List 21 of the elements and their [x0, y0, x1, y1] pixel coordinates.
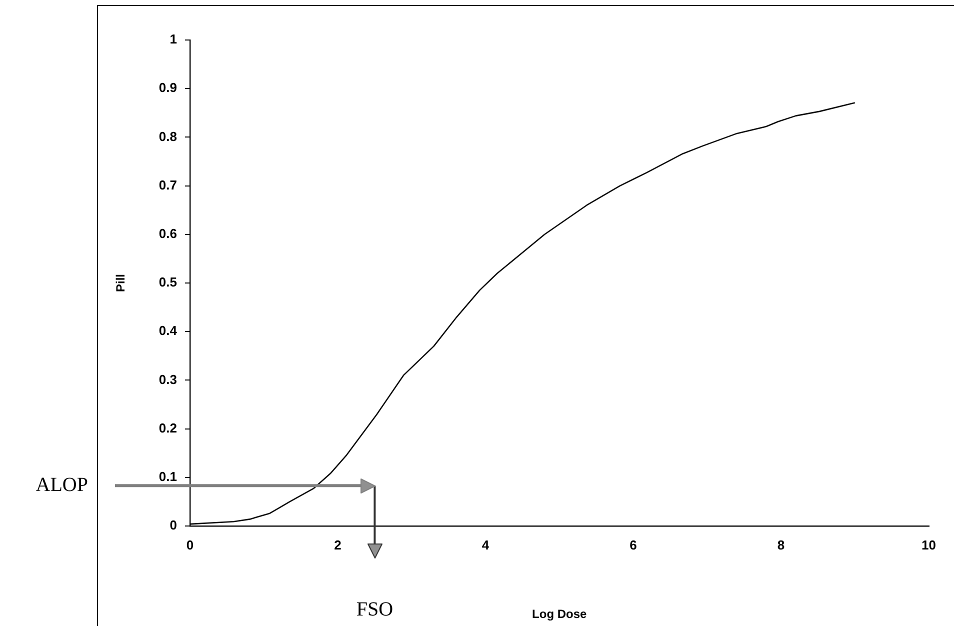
x-tick-label: 2	[334, 537, 342, 552]
y-tick-label: 0.7	[158, 177, 177, 192]
y-tick-label: 0.9	[158, 80, 177, 96]
y-tick-label: 0.4	[158, 323, 178, 338]
ref-line-label: FSO	[356, 598, 394, 620]
x-tick-label: 0	[186, 537, 194, 552]
y-axis-title: Pill	[114, 274, 128, 292]
x-tick-label: 6	[630, 537, 637, 552]
x-axis-title: Log Dose	[532, 607, 588, 622]
y-tick-label: 0.8	[158, 128, 177, 144]
y-tick-label: 0.1	[158, 468, 177, 484]
y-tick-label: 0.5	[158, 274, 177, 290]
x-tick-label: 8	[777, 537, 785, 552]
ref-line-label: ALOP	[36, 474, 88, 496]
y-tick-label: 0.3	[158, 372, 177, 387]
x-tick-label: 4	[482, 537, 490, 552]
y-tick-label: 0.2	[158, 420, 177, 436]
y-tick-label: 1	[170, 32, 177, 47]
x-tick-label: 10	[922, 537, 936, 552]
y-tick-label: 0	[170, 518, 177, 533]
y-tick-label: 0.6	[158, 226, 177, 241]
